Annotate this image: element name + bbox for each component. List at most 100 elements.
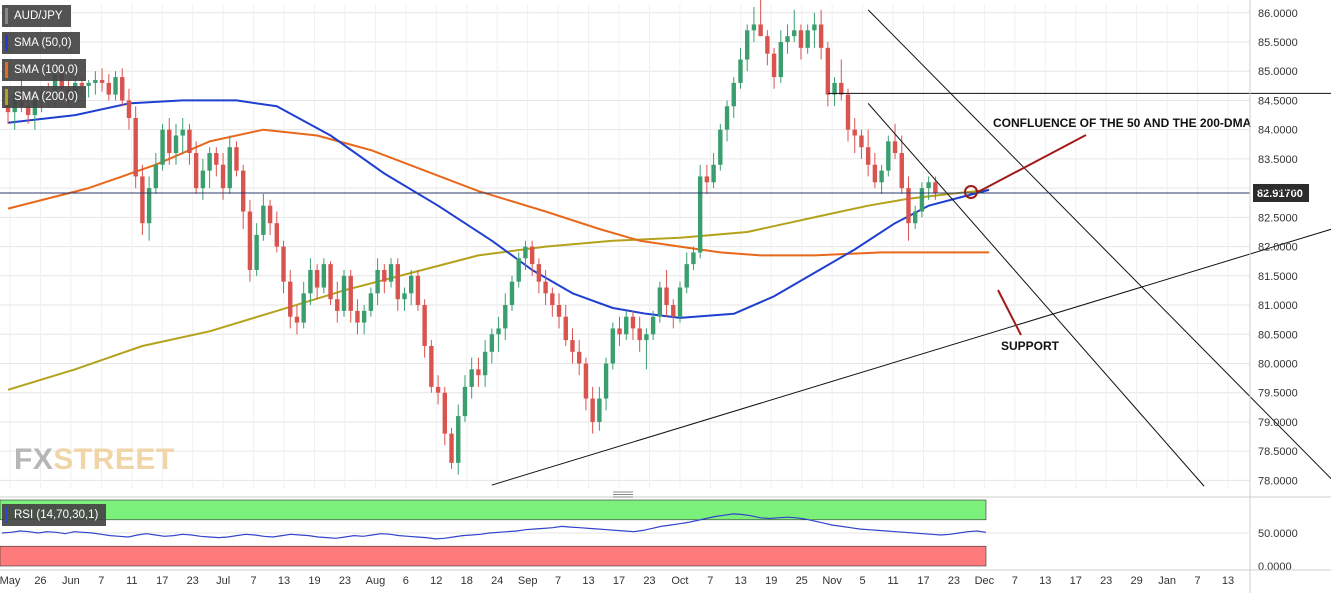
candle xyxy=(113,71,118,101)
candle-body xyxy=(919,188,925,212)
time-tick-label: 23 xyxy=(948,575,960,587)
candle xyxy=(207,147,212,189)
candle xyxy=(462,375,468,422)
time-tick-label: 24 xyxy=(491,575,503,587)
legend-rsi[interactable]: RSI (14,70,30,1) xyxy=(2,504,107,526)
candle xyxy=(664,269,669,317)
candle xyxy=(160,123,165,171)
candle xyxy=(805,24,810,54)
rsi-overbought-zone xyxy=(0,499,987,521)
candle-body xyxy=(617,328,622,335)
time-tick-label: 26 xyxy=(34,575,46,587)
legend-sma200[interactable]: SMA (200,0) xyxy=(2,86,86,108)
candle xyxy=(751,6,757,42)
candle-body xyxy=(832,82,837,95)
candle xyxy=(597,386,602,431)
candle-body xyxy=(59,74,64,89)
candle-body xyxy=(442,392,447,434)
candle-body xyxy=(301,293,306,323)
candle xyxy=(691,246,696,270)
legend-sma50[interactable]: SMA (50,0) xyxy=(2,32,80,54)
candle xyxy=(153,153,159,194)
candle-body xyxy=(677,287,683,317)
candle-body xyxy=(86,82,91,86)
candle-body xyxy=(496,328,501,335)
candle-body xyxy=(395,264,400,300)
candle-body xyxy=(543,281,548,294)
candle-body xyxy=(865,147,871,165)
price-tick-label: 82.5000 xyxy=(1258,212,1298,224)
candle xyxy=(429,340,434,393)
candle xyxy=(818,9,824,60)
candle xyxy=(435,375,441,405)
candle xyxy=(274,211,279,253)
candle xyxy=(361,305,367,335)
candle-body xyxy=(745,30,750,60)
candle xyxy=(106,74,111,101)
time-tick-label: 17 xyxy=(917,575,929,587)
price-axis[interactable]: 86.0000 85.5000 85.0000 84.5000 84.0000 83.50… xyxy=(1249,0,1298,593)
candle-body xyxy=(281,246,286,282)
candle xyxy=(355,299,360,335)
candle xyxy=(792,9,797,42)
candle xyxy=(503,293,508,341)
time-axis[interactable]: May 26 Jun 7 11 17 23 Jul 7 13 19 23 Aug 6 12 18 24 Sep 7 1… xyxy=(0,569,1331,587)
candle-body xyxy=(738,59,743,83)
candle xyxy=(146,176,152,241)
channel-upper-line xyxy=(867,9,1331,480)
rsi-line xyxy=(1,513,987,540)
price-tick-label: 85.5000 xyxy=(1258,37,1298,49)
price-tick-label: 83.5000 xyxy=(1258,154,1298,166)
candle xyxy=(886,135,891,177)
candle-body xyxy=(140,176,145,224)
candle xyxy=(671,299,676,329)
candle xyxy=(496,316,501,352)
candle-body xyxy=(382,269,387,282)
time-tick-label: 23 xyxy=(339,575,351,587)
candle xyxy=(812,12,817,48)
candle xyxy=(348,269,353,323)
time-tick-label: 5 xyxy=(860,575,866,587)
time-tick-label: 19 xyxy=(765,575,777,587)
legend-symbol-label: AUD/JPY xyxy=(14,10,63,22)
candle xyxy=(261,193,266,241)
grid-lines xyxy=(0,4,1250,488)
price-tick-label: 85.0000 xyxy=(1258,66,1298,78)
candle-body xyxy=(845,94,851,130)
candle-body xyxy=(422,305,427,346)
candle-body xyxy=(348,275,353,311)
price-tick-label: 82.0000 xyxy=(1258,242,1298,254)
candle xyxy=(859,129,864,159)
candle xyxy=(214,147,219,177)
price-tick-label: 78.0000 xyxy=(1258,475,1298,487)
candle-body xyxy=(288,281,293,317)
candle xyxy=(872,153,878,189)
time-tick-label: 13 xyxy=(735,575,747,587)
time-tick-label: 17 xyxy=(156,575,168,587)
candle-body xyxy=(247,211,253,270)
rsi-tick-label: 0.0000 xyxy=(1258,561,1292,573)
time-tick-label: 18 xyxy=(461,575,473,587)
candle xyxy=(617,316,622,346)
candle xyxy=(577,340,582,376)
candle xyxy=(637,316,642,352)
pane-divider-handle[interactable] xyxy=(613,491,633,498)
legend-symbol[interactable]: AUD/JPY xyxy=(2,5,71,27)
candle-body xyxy=(933,182,938,193)
candle-body xyxy=(718,129,723,165)
candle xyxy=(120,68,125,107)
candle xyxy=(509,275,515,311)
candle xyxy=(409,269,414,306)
candle xyxy=(798,24,804,60)
candle-body xyxy=(308,269,313,294)
candle-body xyxy=(644,334,649,341)
price-tick-label: 86.0000 xyxy=(1258,8,1298,20)
candle xyxy=(758,0,763,37)
candle-body xyxy=(523,246,528,259)
time-tick-label: 29 xyxy=(1131,575,1143,587)
candle xyxy=(516,252,521,288)
legend-sma100[interactable]: SMA (100,0) xyxy=(2,59,86,81)
price-tick-label: 81.5000 xyxy=(1258,271,1298,283)
candle-body xyxy=(684,264,689,288)
